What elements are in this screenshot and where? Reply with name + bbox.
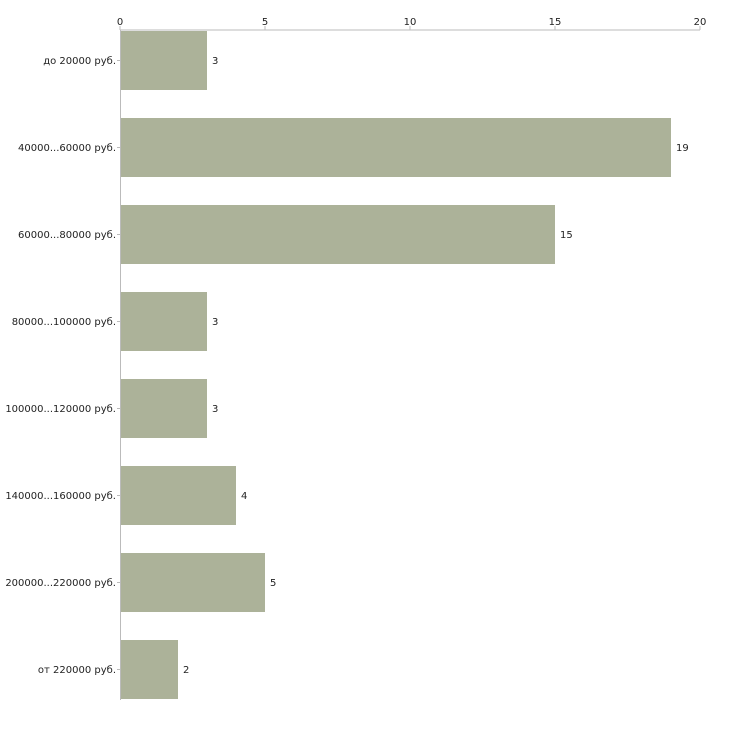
value-label: 19: [676, 143, 689, 154]
x-axis-ticks: 0 5 10 15 20: [117, 17, 707, 30]
value-label: 4: [241, 491, 247, 502]
value-label: 3: [212, 317, 218, 328]
bar: [120, 205, 555, 264]
category-label: 140000...160000 руб.: [5, 491, 116, 502]
bars: до 20000 руб. 3 40000...60000 руб. 19 60000.…: [5, 31, 689, 699]
category-label: 80000...100000 руб.: [12, 317, 116, 328]
category-label: 200000...220000 руб.: [5, 578, 116, 589]
category-label: 60000...80000 руб.: [18, 230, 116, 241]
bar: [120, 292, 207, 351]
category-label: 40000...60000 руб.: [18, 143, 116, 154]
value-label: 2: [183, 665, 189, 676]
x-tick-label: 10: [404, 17, 417, 28]
axes: [117, 29, 700, 700]
x-tick-label: 15: [549, 17, 562, 28]
category-label: 100000...120000 руб.: [5, 404, 116, 415]
category-label: от 220000 руб.: [38, 665, 116, 676]
bar: [120, 31, 207, 90]
category-label: до 20000 руб.: [43, 56, 116, 67]
x-tick-label: 5: [262, 17, 268, 28]
bar: [120, 553, 265, 612]
bar: [120, 118, 671, 177]
x-tick-label: 20: [694, 17, 707, 28]
bar: [120, 379, 207, 438]
value-label: 15: [560, 230, 573, 241]
x-tick-label: 0: [117, 17, 123, 28]
value-label: 3: [212, 56, 218, 67]
bar: [120, 466, 236, 525]
value-label: 3: [212, 404, 218, 415]
value-label: 5: [270, 578, 276, 589]
bar: [120, 640, 178, 699]
